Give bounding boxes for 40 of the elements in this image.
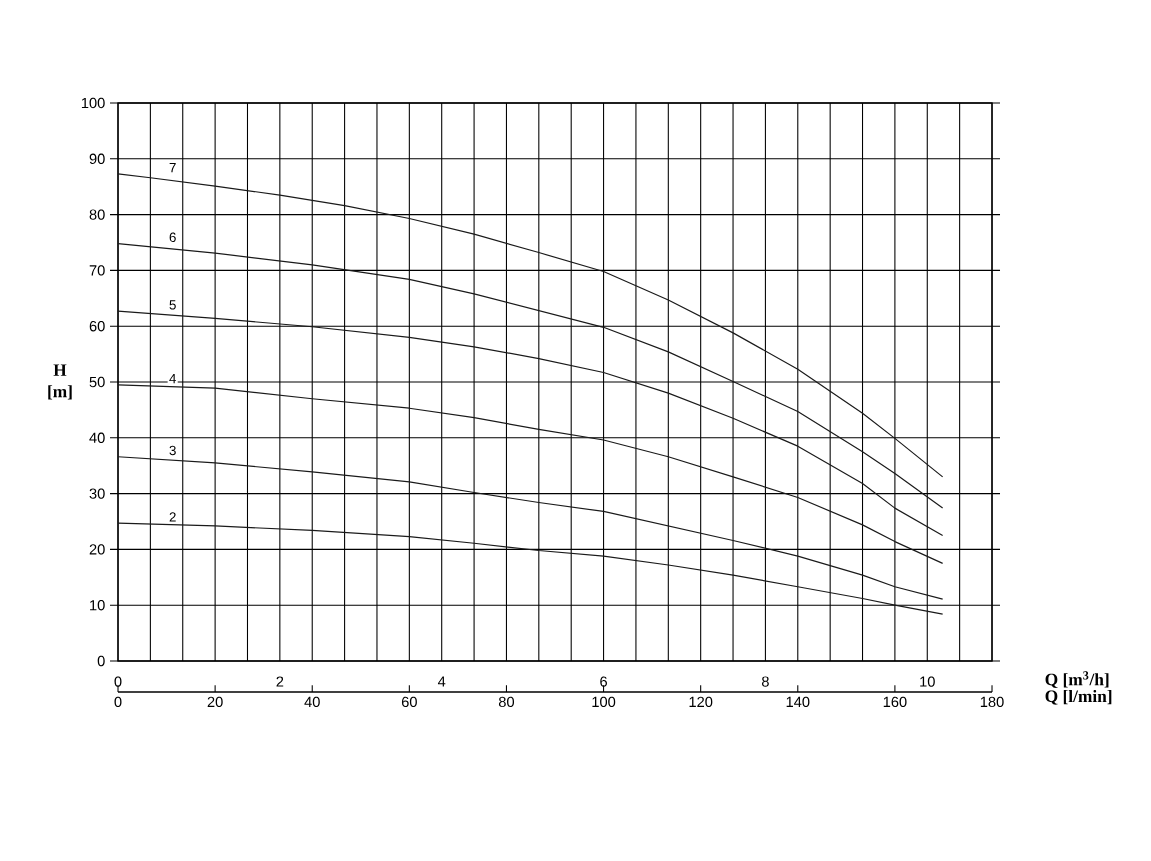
y-tick-label: 0 xyxy=(97,655,105,667)
x-tick-label: 10 xyxy=(920,676,935,687)
y-axis-title: H [m] xyxy=(48,364,72,400)
series-label: 3 xyxy=(169,445,176,456)
x2-tick-label: 60 xyxy=(401,696,417,708)
line-series xyxy=(117,522,944,615)
series-label: 4 xyxy=(169,374,176,384)
y-tick-label: 40 xyxy=(89,432,105,443)
x2-tick-label: 20 xyxy=(207,696,223,708)
y-tick-label: 20 xyxy=(89,544,105,555)
x2-tick-label: 180 xyxy=(980,696,1004,708)
y-tick-label: 30 xyxy=(89,488,105,499)
x-tick-label: 0 xyxy=(114,676,122,687)
x2-tick-label: 120 xyxy=(689,696,713,708)
x2-tick-label: 80 xyxy=(498,696,515,708)
x2-tick-label: 100 xyxy=(592,696,616,708)
x-axis-title: Q [m$^{3}$/h] xyxy=(1045,671,1109,688)
series-label: 2 xyxy=(169,512,176,522)
x2-tick-label: 160 xyxy=(883,696,907,708)
y-tick-label: 80 xyxy=(89,209,105,220)
x-tick-label: 6 xyxy=(600,676,607,687)
x-tick-label: 4 xyxy=(437,676,446,687)
series-label: 5 xyxy=(169,300,176,310)
y-tick-label: 60 xyxy=(89,321,105,332)
x-tick-label: 2 xyxy=(276,676,284,687)
x-tick-label: 8 xyxy=(761,676,769,687)
series-label: 7 xyxy=(169,163,176,173)
y-tick-label: 90 xyxy=(89,153,105,164)
x2-tick-label: 140 xyxy=(786,696,810,708)
line-series xyxy=(117,173,944,478)
y-tick-label: 70 xyxy=(89,265,105,276)
x2-tick-label: 40 xyxy=(304,696,320,708)
y-tick-label: 100 xyxy=(81,97,105,109)
y-tick-label: 50 xyxy=(89,376,105,388)
line-series xyxy=(117,310,944,537)
x2-tick-label: 0 xyxy=(114,696,122,708)
y-tick-label: 10 xyxy=(90,600,105,611)
line-series xyxy=(117,384,944,564)
x2-axis-title: Q [l/min] xyxy=(1045,689,1112,705)
series-label: 6 xyxy=(169,232,176,243)
